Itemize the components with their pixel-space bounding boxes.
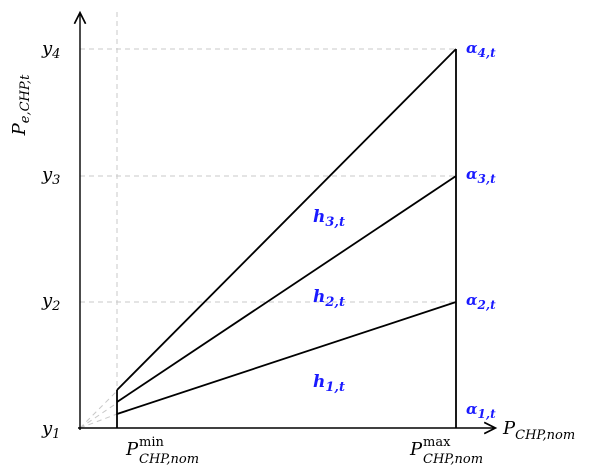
svg-text:CHP,nom: CHP,nom bbox=[423, 452, 483, 467]
svg-text:CHP,nom: CHP,nom bbox=[139, 452, 199, 467]
grid-line-origin-1 bbox=[79, 390, 118, 429]
alpha-label-1: α1,t bbox=[466, 400, 496, 421]
svg-text:min: min bbox=[139, 435, 164, 450]
segment-line-1 bbox=[116, 301, 457, 415]
y-tick-label-1: y1 bbox=[41, 418, 60, 442]
alpha-label-4: α4,t bbox=[466, 39, 496, 60]
x-axis-title: PCHP,nom bbox=[502, 418, 575, 443]
y-axis-title-main: P bbox=[9, 122, 30, 136]
y-tick-label-2: y2 bbox=[41, 290, 60, 314]
y-axis-title: Pe,CHP,t bbox=[9, 74, 33, 136]
region-label-h3: h3,t bbox=[313, 207, 345, 230]
grid-line-origin-3 bbox=[79, 413, 118, 429]
curves bbox=[116, 48, 457, 428]
svg-text:max: max bbox=[423, 435, 451, 450]
alpha-label-2: α2,t bbox=[466, 291, 496, 312]
grid-line-origin-2 bbox=[79, 402, 118, 429]
x-axis-title-main: P bbox=[502, 418, 516, 439]
svg-text:P: P bbox=[125, 439, 139, 460]
segment-line-2 bbox=[116, 175, 457, 403]
grid-lines bbox=[79, 12, 456, 429]
x-tick-label-pmax: P max CHP,nom bbox=[409, 435, 483, 467]
region-label-h2: h2,t bbox=[313, 287, 345, 310]
alpha-label-3: α3,t bbox=[466, 165, 496, 186]
x-tick-label-pmin: P min CHP,nom bbox=[125, 435, 199, 467]
region-label-h1: h1,t bbox=[313, 372, 345, 395]
y-axis-title-sub: e,CHP,t bbox=[18, 74, 33, 123]
svg-text:P: P bbox=[409, 439, 423, 460]
y-tick-label-4: y4 bbox=[41, 38, 60, 62]
x-axis-title-sub: CHP,nom bbox=[515, 428, 575, 443]
segment-line-3 bbox=[116, 48, 457, 391]
y-tick-label-3: y3 bbox=[41, 164, 60, 188]
